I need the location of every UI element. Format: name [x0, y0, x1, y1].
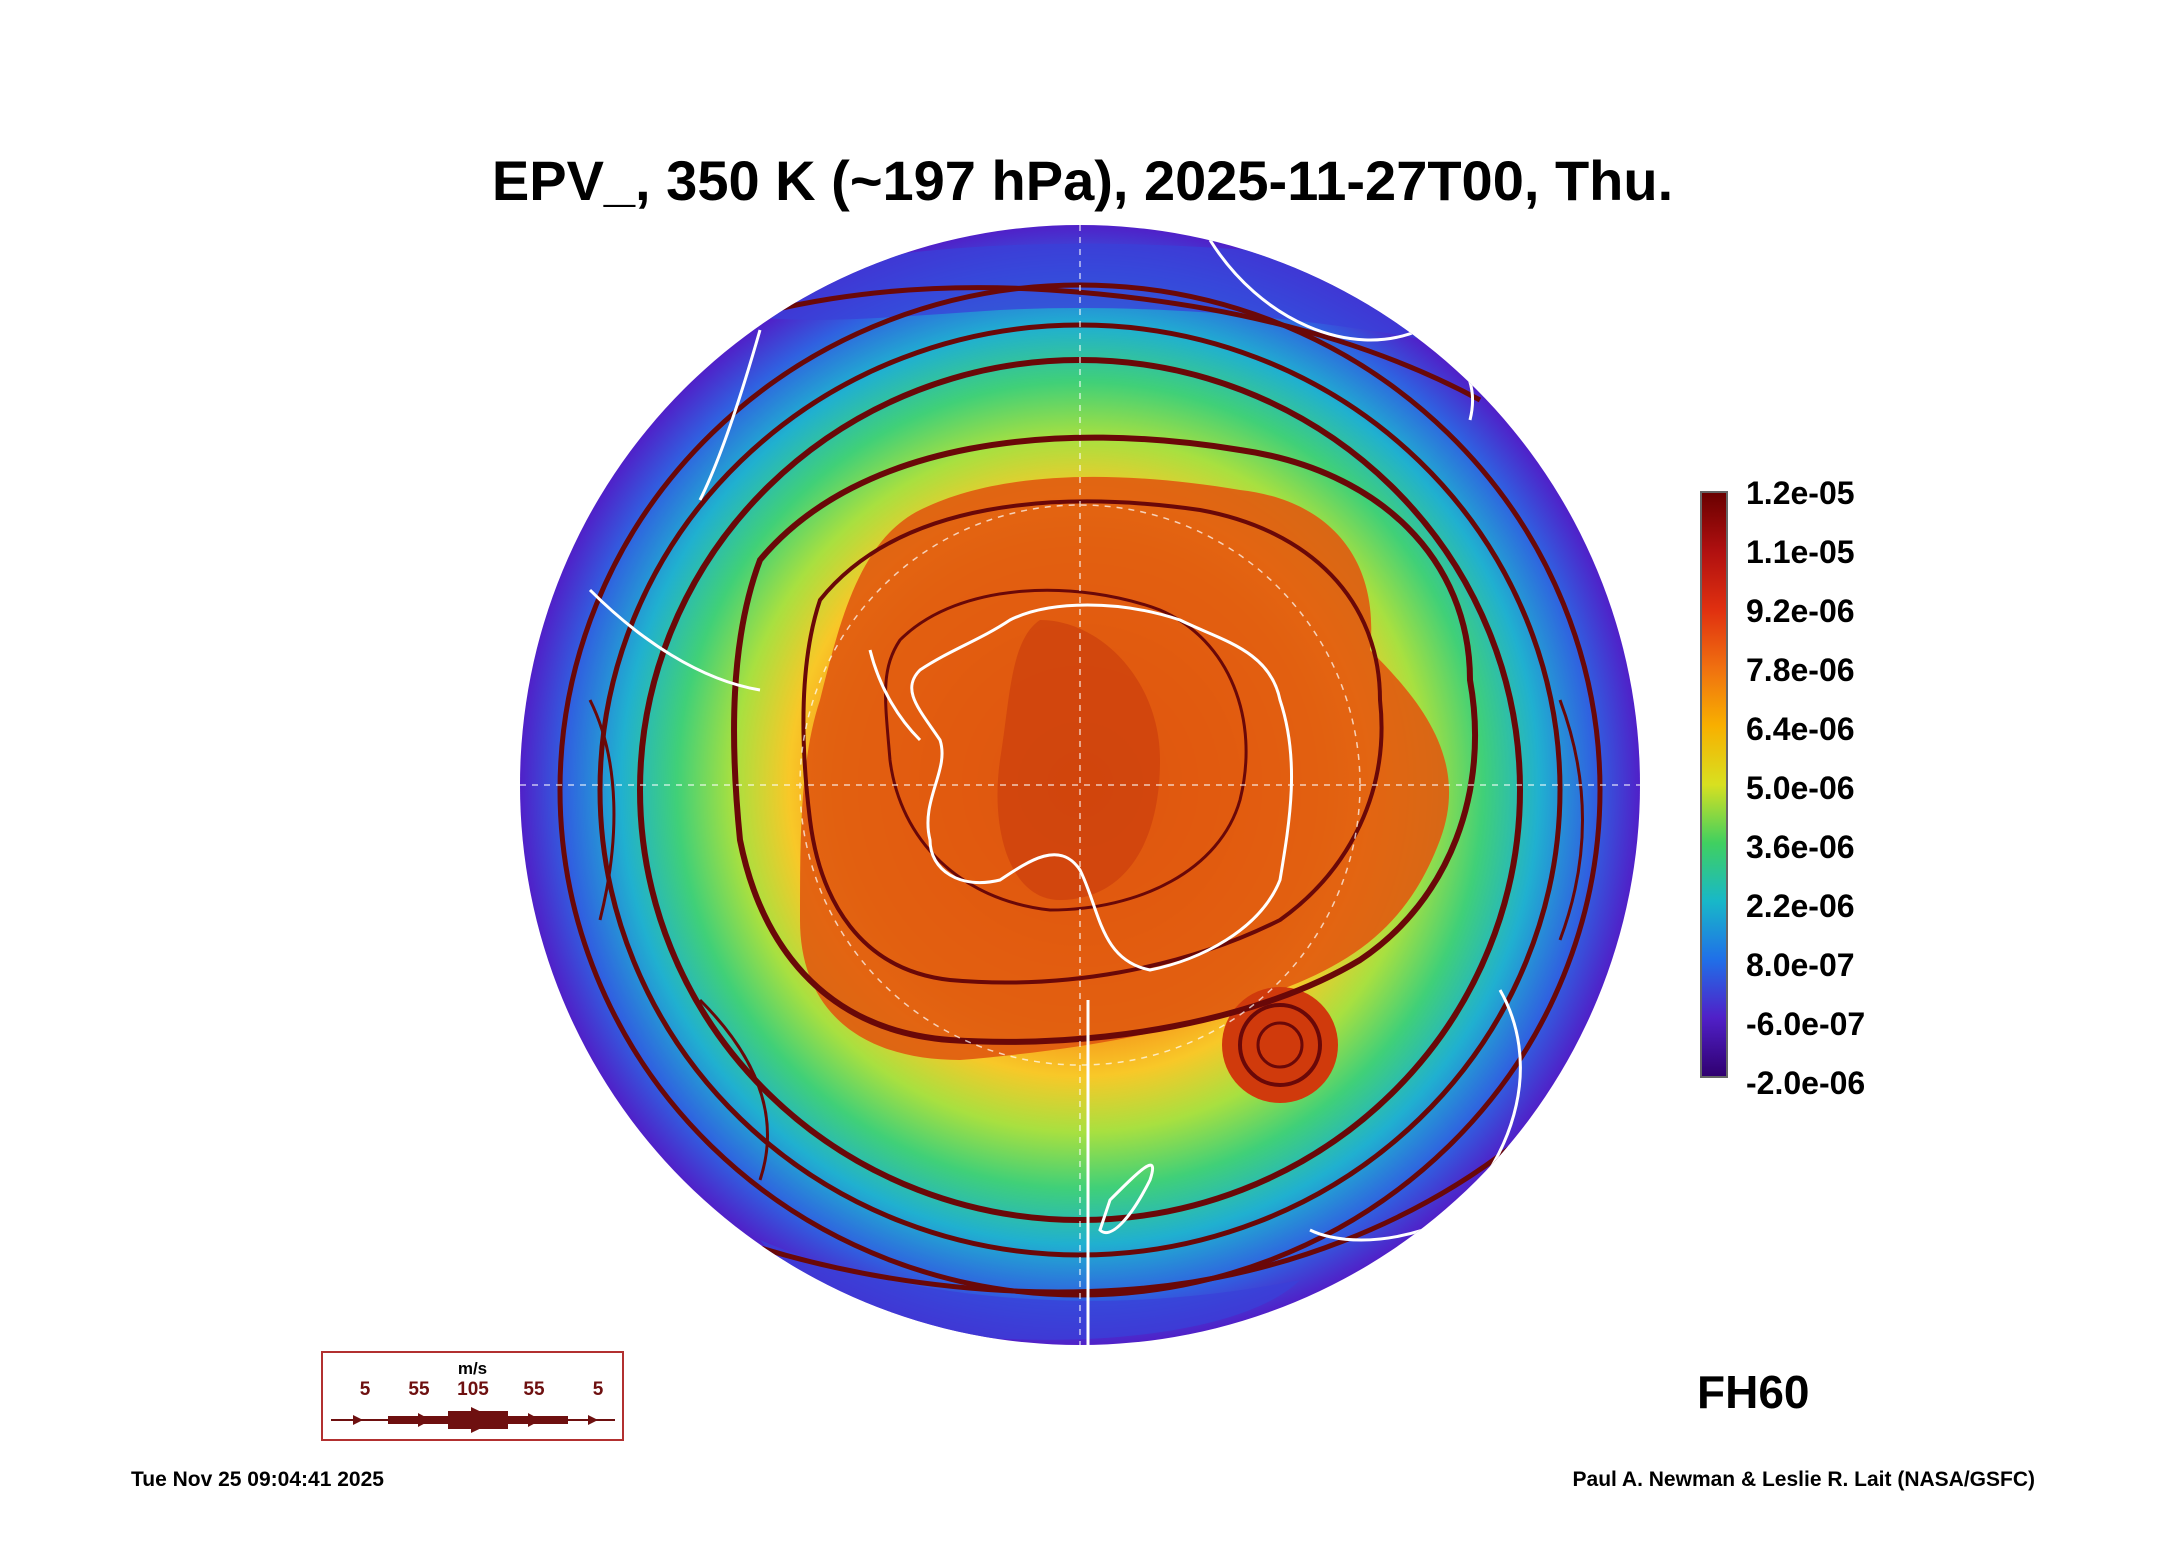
run-timestamp: Tue Nov 25 09:04:41 2025	[131, 1468, 384, 1491]
colorbar-tick-label: 5.0e-06	[1746, 770, 1855, 806]
forecast-hour: FH60	[1697, 1366, 1810, 1418]
colorbar-tick-label: -2.0e-06	[1746, 1065, 1866, 1101]
colorbar-tick-label: 1.1e-05	[1746, 534, 1855, 570]
wind-legend-value: 5	[592, 1379, 604, 1400]
wind-legend-value: 55	[523, 1379, 545, 1400]
colorbar-tick-label: 7.8e-06	[1746, 652, 1855, 688]
graticule	[520, 225, 1640, 1345]
colorbar-tick-label: 8.0e-07	[1746, 947, 1855, 983]
colorbar-tick-label: 2.2e-06	[1746, 888, 1855, 924]
colorbar-tick-label: -6.0e-07	[1746, 1006, 1866, 1042]
wind-legend-value: 5	[359, 1379, 371, 1400]
colorbar-tick-label: 3.6e-06	[1746, 829, 1855, 865]
credit-text: Paul A. Newman & Leslie R. Lait (NASA/GS…	[1572, 1468, 2035, 1491]
wind-legend-arrows	[331, 1407, 615, 1433]
pv-core-inner	[997, 620, 1160, 900]
colorbar-tick-label: 1.2e-05	[1746, 475, 1855, 511]
colorbar-tick-label: 9.2e-06	[1746, 593, 1855, 629]
wind-legend-value: 105	[457, 1379, 489, 1400]
colorbar-tick-label: 6.4e-06	[1746, 711, 1855, 747]
wind-legend-unit: m/s	[457, 1359, 488, 1378]
wind-legend-value: 55	[408, 1379, 430, 1400]
colorbar	[1700, 491, 1728, 1078]
map-title: EPV_, 350 K (~197 hPa), 2025-11-27T00, T…	[491, 149, 1674, 212]
wind-speed-legend: m/s 5 55 105 55 5	[321, 1351, 624, 1441]
